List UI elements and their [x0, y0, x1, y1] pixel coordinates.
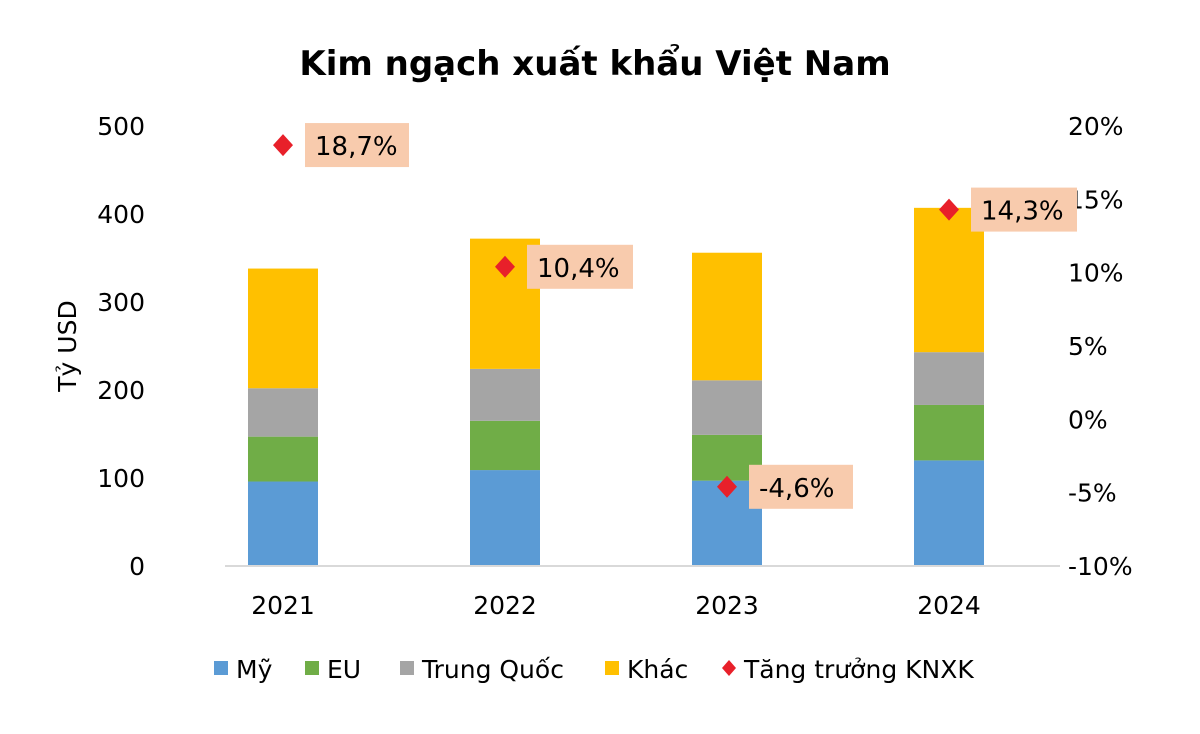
growth-label-bg — [527, 244, 633, 289]
bar-trung-quốc-2021 — [248, 388, 318, 437]
growth-point — [273, 134, 293, 157]
bar-mỹ-2024 — [914, 460, 984, 566]
x-tick-label: 2021 — [251, 591, 315, 620]
legend-swatch — [305, 661, 319, 675]
bar-khác-2024 — [914, 207, 984, 353]
bar-trung-quốc-2022 — [470, 368, 540, 421]
growth-label-bg — [971, 187, 1077, 232]
bar-eu-2022 — [470, 420, 540, 471]
y2-tick-label: 10% — [1068, 259, 1124, 288]
bar-mỹ-2022 — [470, 470, 540, 566]
bar-khác-2023 — [692, 252, 762, 381]
bar-trung-quốc-2023 — [692, 380, 762, 435]
growth-data-label: 14,3% — [981, 197, 1064, 227]
y-tick-label: 500 — [97, 112, 145, 141]
x-tick-label: 2023 — [695, 591, 759, 620]
legend-swatch — [400, 661, 414, 675]
legend-marker — [722, 660, 736, 676]
growth-point — [939, 198, 959, 221]
y-axis-label: Tỷ USD — [53, 300, 82, 392]
bar-mỹ-2021 — [248, 481, 318, 566]
y2-tick-label: -10% — [1068, 552, 1133, 581]
growth-label-bg — [305, 123, 409, 168]
bar-eu-2024 — [914, 404, 984, 461]
growth-data-label: 10,4% — [537, 254, 620, 284]
y-tick-label: 100 — [97, 464, 145, 493]
y2-tick-label: 20% — [1068, 112, 1124, 141]
y-tick-label: 200 — [97, 376, 145, 405]
legend-label: Tăng trưởng KNXK — [743, 655, 974, 684]
y-tick-label: 0 — [129, 552, 145, 581]
growth-point — [495, 255, 515, 278]
growth-point — [717, 475, 737, 498]
legend-swatch — [214, 661, 228, 675]
bar-khác-2021 — [248, 268, 318, 389]
y2-tick-label: 15% — [1068, 185, 1124, 214]
growth-data-label: -4,6% — [759, 474, 834, 504]
growth-label-bg — [749, 464, 853, 509]
chart-title: Kim ngạch xuất khẩu Việt Nam — [299, 43, 890, 84]
legend-swatch — [605, 661, 619, 675]
y-tick-label: 400 — [97, 200, 145, 229]
y2-tick-label: 0% — [1068, 405, 1108, 434]
legend-label: EU — [327, 655, 361, 684]
x-tick-label: 2022 — [473, 591, 537, 620]
legend-label: Khác — [627, 655, 688, 684]
y2-tick-label: 5% — [1068, 332, 1108, 361]
legend-label: Mỹ — [236, 655, 273, 684]
x-tick-label: 2024 — [917, 591, 981, 620]
y-tick-label: 300 — [97, 288, 145, 317]
bar-trung-quốc-2024 — [914, 352, 984, 405]
bar-eu-2021 — [248, 436, 318, 482]
y2-tick-label: -5% — [1068, 479, 1117, 508]
legend-label: Trung Quốc — [421, 655, 564, 684]
growth-data-label: 18,7% — [315, 132, 398, 162]
